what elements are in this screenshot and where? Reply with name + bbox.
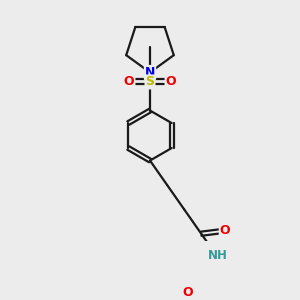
Text: O: O (220, 224, 230, 237)
Text: NH: NH (208, 249, 228, 262)
Text: O: O (166, 76, 176, 88)
Text: O: O (182, 286, 193, 299)
Text: N: N (145, 66, 155, 79)
Text: O: O (124, 76, 134, 88)
Text: S: S (146, 76, 154, 88)
